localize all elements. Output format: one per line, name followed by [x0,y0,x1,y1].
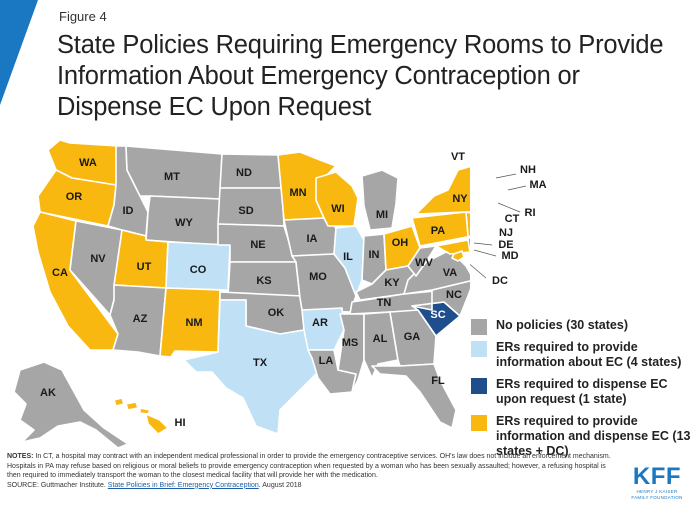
label-ar: AR [312,317,328,329]
state-va [403,249,470,295]
state-il [333,225,365,297]
legend-item-info: ERs required to provide information abou… [471,340,696,370]
state-tx [183,299,319,435]
state-fl [371,363,457,429]
label-wv: WV [415,257,433,269]
label-co: CO [190,264,207,276]
notes-text: In CT, a hospital may contract with an i… [7,453,611,480]
northeast-labels: NH MA RI CT NJ DE MD DC [470,164,547,287]
state-nj [465,211,470,238]
legend-label-both: ERs required to provide information and … [496,414,691,458]
notes-label: NOTES: [7,453,34,460]
source-post: . August 2018 [258,481,302,489]
legend-label-dispense: ERs required to dispense EC upon request… [496,377,668,406]
label-id: ID [123,205,134,217]
label-oh: OH [392,237,409,249]
label-nv: NV [90,253,106,265]
label-sc: SC [430,309,445,321]
label-ms: MS [342,337,359,349]
legend-item-none: No policies (30 states) [471,318,696,335]
label-ia: IA [307,233,318,245]
label-mi: MI [376,209,388,221]
notes: NOTES: In CT, a hospital may contract wi… [7,452,617,490]
us-state-map: WA OR CA NV ID MT WY UT AZ CO NM ND SD N… [13,139,470,449]
state-mi [361,169,399,231]
kff-logo-sub: HENRY J KAISER FAMILY FOUNDATION [631,489,683,500]
label-fl: FL [431,375,445,387]
label-wy: WY [175,217,193,229]
label-mt: MT [164,171,180,183]
state-ny [415,165,470,215]
legend-swatch-none [471,319,487,335]
label-al: AL [373,333,388,345]
label-ne: NE [250,239,265,251]
state-ar [301,307,345,351]
label-ks: KS [256,275,271,287]
label-ny: NY [452,193,468,205]
state-ak [13,361,129,449]
legend-swatch-info [471,341,487,357]
label-md: MD [501,250,518,262]
label-tx: TX [253,357,268,369]
label-nc: NC [446,289,462,301]
label-ma: MA [529,179,546,191]
label-or: OR [66,191,83,203]
figure-label: Figure 4 [59,9,107,24]
legend-label-info: ERs required to provide information abou… [496,340,682,369]
label-ok: OK [268,307,285,319]
kff-logo-word: KFF [632,463,682,490]
label-ut: UT [137,261,152,273]
kff-logo: KFF HENRY J KAISER FAMILY FOUNDATION [627,465,687,501]
label-de: DE [498,239,513,251]
source-label: SOURCE: [7,481,39,489]
state-hi [113,397,169,435]
state-nc [411,280,470,317]
label-ky: KY [384,277,400,289]
label-wi: WI [331,203,344,215]
label-nm: NM [185,317,202,329]
label-wa: WA [79,157,97,169]
label-tn: TN [377,297,392,309]
label-pa: PA [431,225,446,237]
legend-swatch-dispense [471,378,487,394]
label-ga: GA [404,331,421,343]
state-nm [159,287,221,358]
legend-label-none: No policies (30 states) [496,318,628,332]
label-ak: AK [40,387,56,399]
page-title: State Policies Requiring Emergency Rooms… [57,31,664,121]
state-dc [451,250,465,262]
label-il: IL [343,251,353,263]
label-az: AZ [133,313,148,325]
label-ct: CT [505,213,520,225]
state-pa [411,211,470,247]
legend-item-dispense: ERs required to dispense EC upon request… [471,377,696,407]
source-link[interactable]: State Policies in Brief: Emergency Contr… [107,481,259,489]
label-hi: HI [175,417,186,429]
state-wv [407,245,437,277]
label-mn: MN [289,187,306,199]
source-pre: Guttmacher Institute. [38,481,108,489]
label-ri: RI [525,207,536,219]
label-vt: VT [451,151,465,163]
label-nh-ext: NH [520,164,536,176]
label-nj: NJ [499,227,513,239]
label-sd: SD [238,205,253,217]
label-mo: MO [309,271,327,283]
legend-item-both: ERs required to provide information and … [471,414,696,459]
label-nd: ND [236,167,252,179]
legend-swatch-both [471,415,487,431]
label-dc: DC [492,275,508,287]
label-la: LA [319,355,334,367]
legend: No policies (30 states) ERs required to … [471,318,696,466]
label-in: IN [369,249,380,261]
label-va: VA [443,267,458,279]
corner-accent [0,0,38,105]
label-ca: CA [52,267,68,279]
